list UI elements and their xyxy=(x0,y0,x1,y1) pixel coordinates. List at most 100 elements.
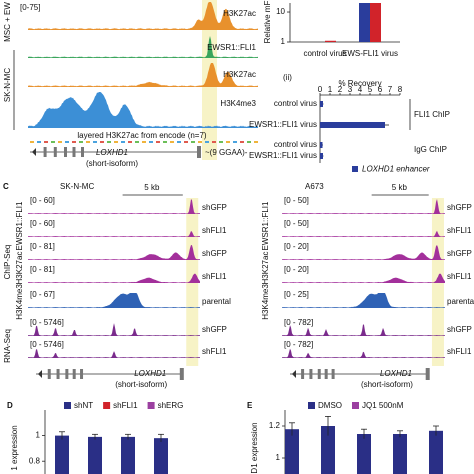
signal-track xyxy=(28,63,258,87)
x-tick-label: 3 xyxy=(348,85,353,94)
mark-label: H3K4me3 xyxy=(15,284,24,320)
encode-mark xyxy=(51,141,55,143)
sample-label: MSC + EW xyxy=(3,2,12,42)
track-range: [0 - 81] xyxy=(30,265,55,274)
track-range: [0 - 60] xyxy=(30,219,55,228)
track-label: shFLI1 xyxy=(447,226,472,235)
signal-track xyxy=(282,273,445,283)
bar xyxy=(321,426,335,474)
exon xyxy=(81,147,84,157)
signal-track xyxy=(28,231,200,237)
x-tick-label: 1 xyxy=(328,85,333,94)
isoform: (short-isoform) xyxy=(361,380,413,389)
encode-mark xyxy=(212,141,216,143)
encode-mark xyxy=(191,141,195,143)
encode-mark xyxy=(226,141,230,143)
isoform: (short-isoform) xyxy=(115,380,167,389)
x-tick-label: 2 xyxy=(338,85,343,94)
legend-label: JQ1 500nM xyxy=(362,401,404,410)
y-tick-label: control virus xyxy=(274,140,317,149)
track-range: [0 - 67] xyxy=(30,290,55,299)
bar xyxy=(320,153,323,159)
promoter-arrow xyxy=(32,148,36,156)
legend-swatch xyxy=(147,402,155,409)
bar xyxy=(429,430,443,474)
mark-label: EWSR1::FLI1 xyxy=(261,201,270,250)
legend-swatch xyxy=(64,402,71,409)
promoter-arrow xyxy=(292,370,296,378)
encode-mark xyxy=(30,141,34,143)
y-tick-label: 1 xyxy=(36,431,41,440)
encode-mark xyxy=(86,141,90,143)
panel-label: C xyxy=(3,182,9,191)
y-axis-label: D1 expression xyxy=(250,422,259,473)
encode-mark xyxy=(156,141,160,143)
encode-mark xyxy=(254,141,258,143)
signal-track xyxy=(282,324,445,336)
encode-mark xyxy=(198,141,202,143)
signal-track xyxy=(28,2,258,30)
gene-name: LOXHD1 xyxy=(134,369,166,378)
exon xyxy=(179,368,184,380)
group-label: FLI1 ChIP xyxy=(414,110,450,119)
legend-swatch xyxy=(103,402,111,409)
track-label: EWSR1::FLI1 xyxy=(207,43,256,52)
scale-bar-label: 5 kb xyxy=(392,183,408,192)
signal-track xyxy=(28,293,200,308)
bar xyxy=(285,429,299,474)
signal-track xyxy=(28,323,200,336)
signal-track xyxy=(282,245,445,260)
signal-track xyxy=(282,230,445,237)
x-tick-label: 0 xyxy=(318,85,323,94)
bar xyxy=(121,436,135,474)
y-tick-label: control virus xyxy=(274,99,317,108)
legend-swatch xyxy=(308,402,315,409)
scale-bar-label: 5 kb xyxy=(144,183,160,192)
exon xyxy=(80,369,84,379)
track-label: shFLI1 xyxy=(202,347,227,356)
encode-mark xyxy=(65,141,69,143)
gene-name: LOXHD1 xyxy=(96,148,128,157)
encode-mark xyxy=(100,141,104,143)
track-range: [0 - 5746] xyxy=(30,340,64,349)
track-label: shGFP xyxy=(447,249,472,258)
track-range: [0 - 782] xyxy=(284,318,313,327)
bar xyxy=(320,142,323,148)
encode-mark xyxy=(184,141,188,143)
signal-track xyxy=(28,92,258,128)
bar xyxy=(154,438,168,474)
signal-track xyxy=(28,245,200,260)
bar xyxy=(55,435,69,474)
exon xyxy=(309,369,313,379)
encode-mark xyxy=(170,141,174,143)
track-label: H3K27ac xyxy=(223,9,256,18)
encode-mark xyxy=(37,141,41,143)
track-range: [0 - 20] xyxy=(284,265,309,274)
track-label: shFLI1 xyxy=(447,272,472,281)
x-tick-label: 8 xyxy=(398,85,403,94)
track-label: shGFP xyxy=(447,325,472,334)
x-axis-label: % Recovery xyxy=(338,79,381,88)
assay-label: RNA-Seq xyxy=(3,329,12,363)
bar xyxy=(393,434,407,474)
exon xyxy=(43,147,47,157)
encode-mark xyxy=(247,141,251,143)
track-range: [0 - 50] xyxy=(284,219,309,228)
bar xyxy=(320,101,323,107)
exon xyxy=(331,369,335,379)
encode-mark xyxy=(240,141,244,143)
track-range: [0 - 50] xyxy=(284,196,309,205)
y-tick-label: 0.8 xyxy=(29,456,41,465)
encode-mark xyxy=(163,141,167,143)
exon xyxy=(324,369,328,379)
encode-mark xyxy=(205,141,209,143)
bar xyxy=(357,434,371,474)
encode-mark xyxy=(149,141,153,143)
encode-mark xyxy=(114,141,118,143)
isoform: (short-isoform) xyxy=(86,159,138,168)
bar xyxy=(370,3,381,42)
encode-mark xyxy=(233,141,237,143)
y-tick-label: 1 xyxy=(281,37,286,46)
x-tick-label: 5 xyxy=(368,85,373,94)
